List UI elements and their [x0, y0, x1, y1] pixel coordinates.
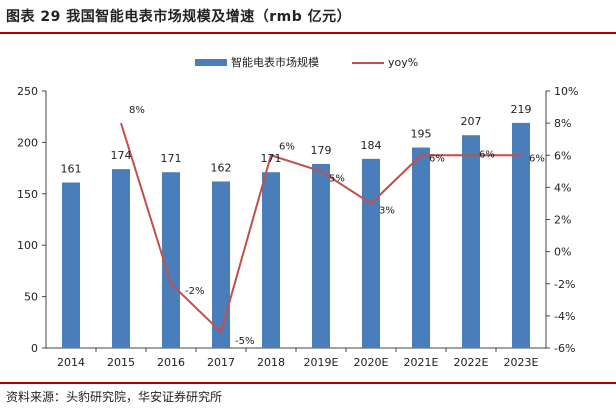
right-tick-label: 10% — [554, 85, 578, 98]
bar-value-label: 207 — [461, 115, 482, 128]
yoy-series-line — [120, 122, 521, 334]
x-tick-label: 2016 — [157, 356, 185, 369]
x-tick-label: 2022E — [454, 356, 489, 369]
yoy-value-label: 3% — [379, 205, 395, 216]
bar-value-label: 171 — [261, 152, 282, 165]
right-tick-label: 2% — [554, 214, 571, 227]
legend-label-bar: 智能电表市场规模 — [231, 55, 319, 69]
left-tick-label: 250 — [17, 85, 38, 98]
x-tick-label: 2018 — [257, 356, 285, 369]
bar-value-label: 219 — [511, 103, 532, 116]
x-tick-label: 2023E — [504, 356, 539, 369]
bar — [512, 122, 530, 348]
axes: 0 50 100 150 200 250 -6% -4% -2% 0% 2% 4% 6% 8% 10% 201… — [17, 85, 578, 369]
left-tick-label: 100 — [17, 239, 38, 252]
right-tick-label: 8% — [554, 117, 571, 130]
x-tick-label: 2020E — [354, 356, 389, 369]
bar-value-label: 179 — [311, 144, 332, 157]
bar-value-label: 184 — [361, 139, 382, 152]
right-tick-label: 4% — [554, 181, 571, 194]
title-divider — [0, 32, 616, 34]
bar — [362, 158, 380, 348]
bar-value-label: 195 — [411, 128, 432, 141]
x-tick-label: 2019E — [304, 356, 339, 369]
left-tick-label: 0 — [31, 342, 38, 355]
legend: 智能电表市场规模 yoy% — [195, 55, 418, 69]
yoy-value-label: 6% — [429, 153, 445, 164]
bar-value-label: 174 — [111, 149, 132, 162]
bar — [112, 169, 130, 348]
x-tick-label: 2014 — [57, 356, 85, 369]
right-tick-label: -6% — [554, 342, 575, 355]
yoy-value-label: 5% — [329, 173, 345, 184]
data-labels: 161 174 171 162 171 179 184 195 207 219 8% -2% -5% 6%… — [61, 103, 545, 347]
bar-value-label: 171 — [161, 152, 182, 165]
left-tick-label: 150 — [17, 188, 38, 201]
yoy-value-label: 6% — [479, 149, 495, 160]
bar-value-label: 161 — [61, 162, 82, 175]
chart-title: 图表 29 我国智能电表市场规模及增速（rmb 亿元） — [6, 9, 352, 25]
yoy-value-label: 8% — [129, 105, 145, 116]
bars — [62, 122, 530, 348]
yoy-value-label: 6% — [529, 153, 545, 164]
bar — [462, 135, 480, 348]
x-tick-label: 2017 — [207, 356, 235, 369]
x-tick-label: 2021E — [404, 356, 439, 369]
right-tick-label: 6% — [554, 149, 571, 162]
left-tick-label: 200 — [17, 136, 38, 149]
legend-swatch-bar — [195, 59, 227, 66]
bar — [162, 172, 180, 348]
bar — [62, 182, 80, 348]
yoy-value-label: -5% — [235, 336, 254, 347]
yoy-line — [120, 122, 521, 334]
yoy-value-label: -2% — [185, 286, 204, 297]
x-tick-label: 2015 — [107, 356, 135, 369]
bar — [262, 172, 280, 348]
right-tick-label: 0% — [554, 246, 571, 259]
bar — [312, 163, 330, 348]
bar — [412, 147, 430, 348]
left-tick-label: 50 — [24, 291, 38, 304]
footer-divider — [0, 382, 616, 384]
source-note: 资料来源：头豹研究院，华安证券研究所 — [6, 390, 223, 404]
yoy-value-label: 6% — [279, 141, 295, 152]
bar-value-label: 162 — [211, 161, 232, 174]
right-tick-label: -2% — [554, 278, 575, 291]
bar — [212, 181, 230, 348]
right-tick-label: -4% — [554, 310, 575, 323]
legend-label-line: yoy% — [388, 56, 418, 69]
